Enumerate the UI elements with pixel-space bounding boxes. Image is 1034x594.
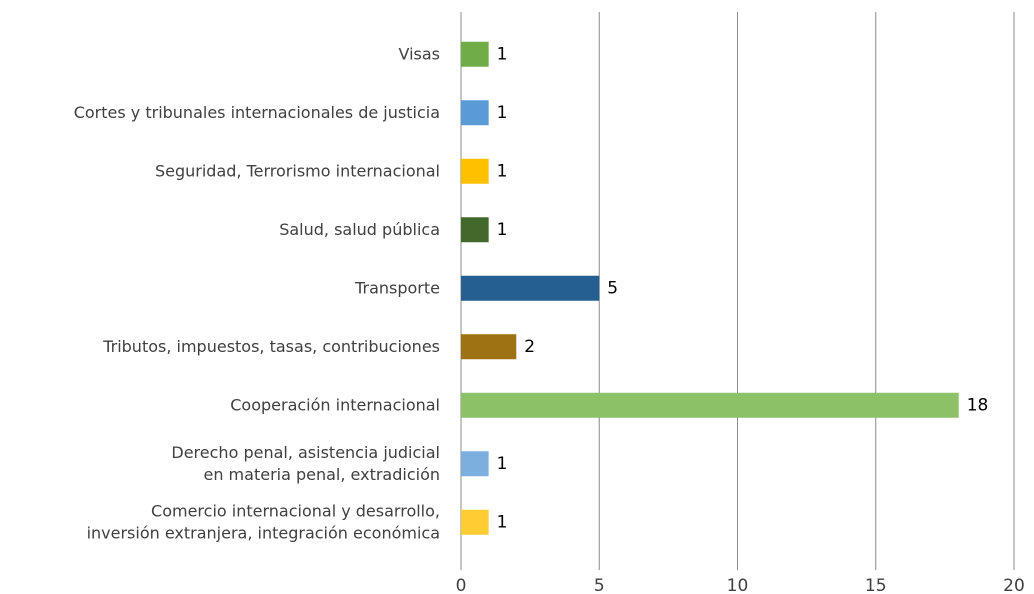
value-label: 1 (497, 454, 508, 474)
bar (461, 334, 517, 360)
bar (461, 217, 489, 243)
value-label: 1 (497, 512, 508, 532)
category-label: Transporte (354, 278, 440, 297)
bar (461, 100, 489, 126)
x-tick-label: 0 (456, 576, 467, 594)
value-label: 18 (967, 395, 989, 415)
category-label: Visas (398, 44, 440, 63)
category-label: Salud, salud pública (279, 219, 440, 238)
value-label: 1 (497, 161, 508, 181)
category-label: Cooperación internacional (230, 395, 440, 414)
x-tick-label: 10 (727, 576, 749, 594)
category-label: Comercio internacional y desarrollo, inve… (87, 501, 440, 542)
bar (461, 41, 489, 67)
category-label: Seguridad, Terrorismo internacional (155, 161, 440, 180)
x-tick-label: 20 (1003, 576, 1025, 594)
category-label: Tributos, impuestos, tasas, contribucion… (102, 336, 440, 355)
bar (461, 275, 600, 301)
value-label: 1 (497, 103, 508, 123)
category-label: Derecho penal, asistencia judicial en mat… (171, 442, 440, 483)
x-tick-label: 5 (594, 576, 605, 594)
x-tick-label: 15 (865, 576, 887, 594)
value-label: 1 (497, 220, 508, 240)
value-label: 2 (524, 337, 535, 357)
value-label: 5 (607, 278, 618, 298)
bar (461, 451, 489, 477)
value-label: 1 (497, 44, 508, 64)
bar (461, 509, 489, 535)
bar (461, 392, 959, 418)
bar (461, 158, 489, 184)
category-label: Cortes y tribunales internacionales de j… (74, 102, 440, 121)
